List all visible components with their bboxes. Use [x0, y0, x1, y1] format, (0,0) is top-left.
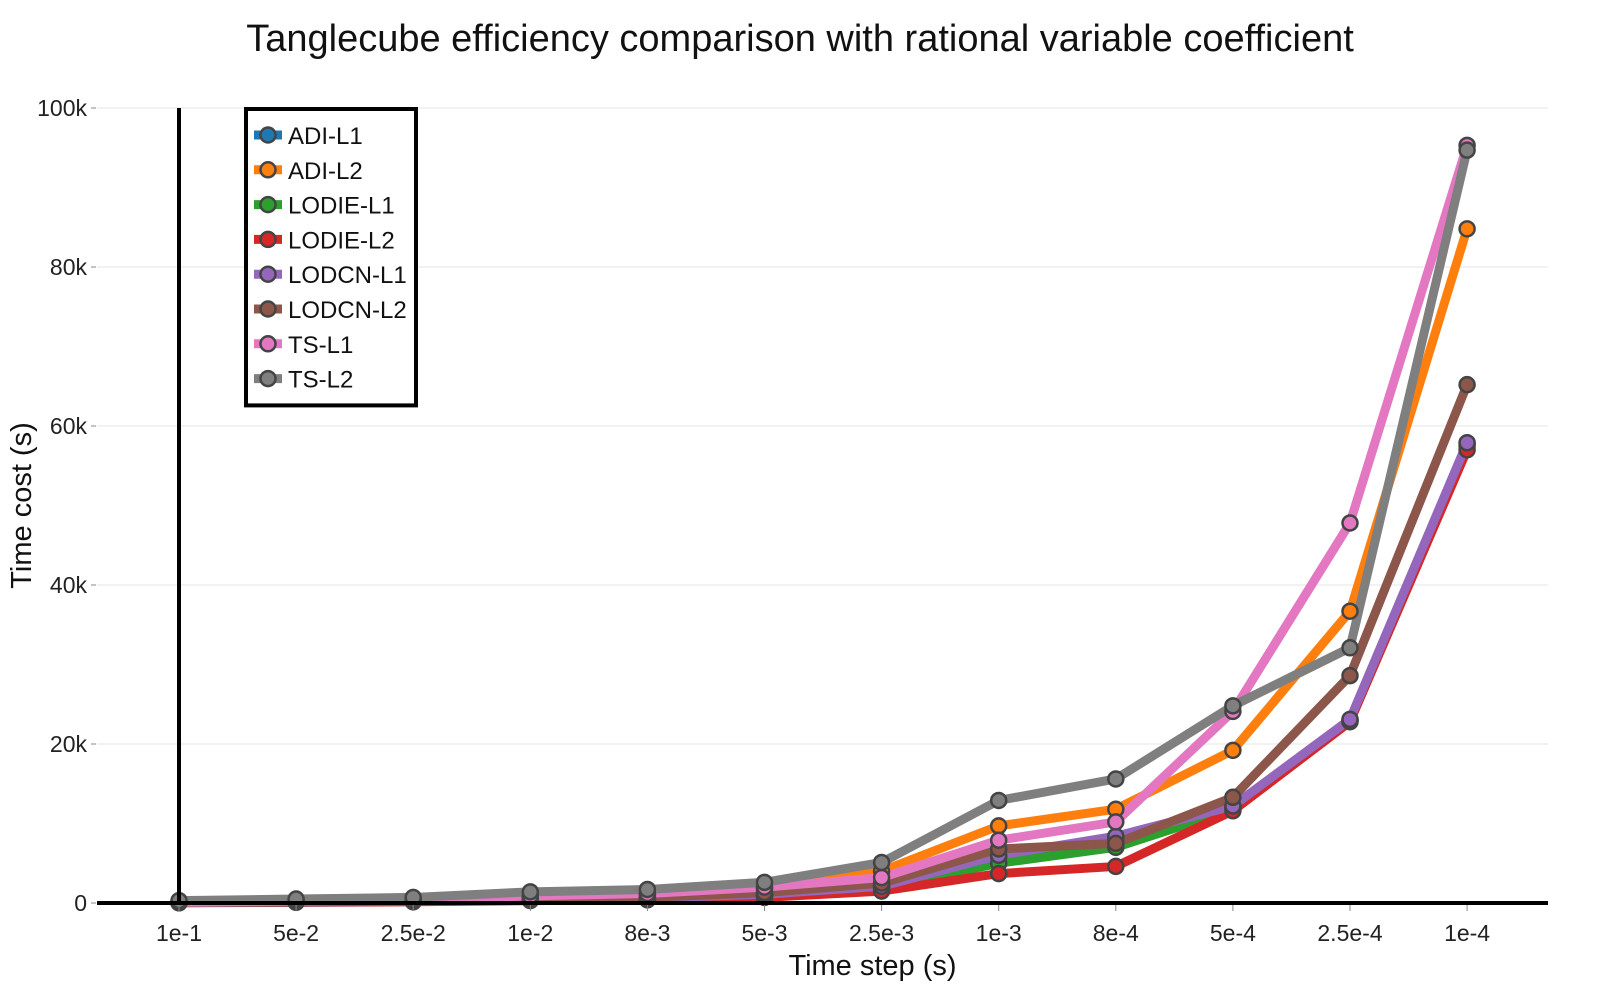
legend-swatch-marker [259, 335, 277, 353]
data-point-lodcn-l1 [1341, 710, 1359, 729]
data-point-lodcn-l2 [1458, 375, 1476, 394]
data-point-ts-l2 [1107, 770, 1125, 788]
y-tick-label: 40k [50, 572, 88, 598]
y-tick-label: 80k [50, 254, 88, 280]
series-line-lodie-l1 [174, 441, 1472, 908]
axes [97, 108, 1548, 905]
data-point-adi-l2 [1458, 220, 1476, 238]
legend-label: TS-L1 [288, 332, 353, 359]
data-point-ts-l2 [872, 853, 891, 872]
legend-label: TS-L2 [288, 367, 353, 394]
data-point-ts-l2 [638, 880, 657, 899]
legend-swatch-marker [259, 230, 277, 249]
x-tick-label: 8e-3 [624, 920, 670, 946]
series-line-lodcn-l1 [174, 438, 1472, 908]
legend-swatch-marker [259, 161, 277, 179]
legend-swatch-marker [259, 126, 277, 144]
x-tick-label: 2.5e-2 [381, 920, 446, 946]
legend-swatch-marker [259, 300, 277, 318]
legend-swatch-marker [259, 369, 277, 388]
y-tick-label: 60k [50, 413, 88, 439]
x-tick-label: 1e-4 [1444, 920, 1490, 946]
data-point-ts-l1 [872, 868, 891, 887]
x-tick-label: 5e-2 [273, 920, 319, 946]
legend-swatch-marker [259, 195, 277, 214]
data-point-ts-l2 [755, 873, 774, 892]
y-tick-label: 100k [37, 95, 87, 121]
x-tick-label: 1e-3 [976, 920, 1022, 946]
x-tick-label: 1e-2 [507, 920, 553, 946]
legend-label: LODCN-L1 [288, 262, 407, 289]
x-tick-label: 2.5e-4 [1317, 920, 1382, 946]
data-point-ts-l2 [1341, 639, 1359, 657]
legend-label: LODCN-L2 [288, 297, 407, 324]
x-tick-label: 5e-4 [1210, 920, 1256, 946]
data-point-adi-l2 [989, 817, 1008, 835]
data-point-lodie-l2 [1107, 857, 1125, 876]
data-point-ts-l1 [1341, 514, 1359, 532]
data-point-lodcn-l2 [1341, 666, 1359, 685]
chart-title: Tanglecube efficiency comparison with ra… [246, 18, 1354, 60]
x-tick-label: 5e-3 [741, 920, 787, 946]
data-point-adi-l2 [1341, 602, 1359, 620]
data-point-ts-l2 [1458, 141, 1476, 159]
series-line-ts-l2 [174, 145, 1472, 906]
data-point-lodcn-l2 [1107, 834, 1125, 853]
data-point-ts-l2 [1224, 697, 1242, 715]
data-point-lodie-l2 [989, 864, 1008, 883]
x-tick-label: 2.5e-3 [849, 920, 914, 946]
series-line-adi-l1 [174, 438, 1472, 908]
x-axis-title: Time step (s) [788, 950, 956, 982]
y-tick-label: 0 [74, 890, 87, 916]
legend-label: ADI-L1 [288, 123, 363, 150]
series-line-lodie-l2 [174, 445, 1472, 908]
legend-label: LODIE-L1 [288, 193, 395, 220]
data-point-ts-l1 [1107, 813, 1125, 831]
legend-box [244, 107, 418, 408]
legend-label: ADI-L2 [288, 158, 363, 185]
x-axis-ticks: 1e-1 5e-2 2.5e-2 1e-2 8e-3 5e-3 2.5e-3 1e-3 8e-4… [156, 905, 1490, 946]
y-tick-label: 20k [50, 731, 88, 757]
y-axis-ticks: 0 20k 40k 60k 80k 100k [37, 95, 96, 916]
x-tick-label: 8e-4 [1093, 920, 1139, 946]
data-point-ts-l2 [521, 883, 540, 901]
data-point-adi-l2 [1224, 741, 1242, 760]
x-tick-label: 1e-1 [156, 920, 202, 946]
data-point-lodcn-l1 [1458, 433, 1476, 452]
data-point-ts-l1 [989, 831, 1008, 849]
data-point-ts-l2 [989, 791, 1008, 810]
data-point-lodcn-l2 [1224, 788, 1242, 807]
y-axis-title: Time cost (s) [6, 422, 38, 588]
legend-label: LODIE-L2 [288, 227, 395, 254]
legend: ADI-L1 ADI-L2 LODIE-L1 LODIE-L2 LODCN-L1 LODC… [244, 107, 418, 408]
legend-swatch-marker [259, 265, 277, 283]
